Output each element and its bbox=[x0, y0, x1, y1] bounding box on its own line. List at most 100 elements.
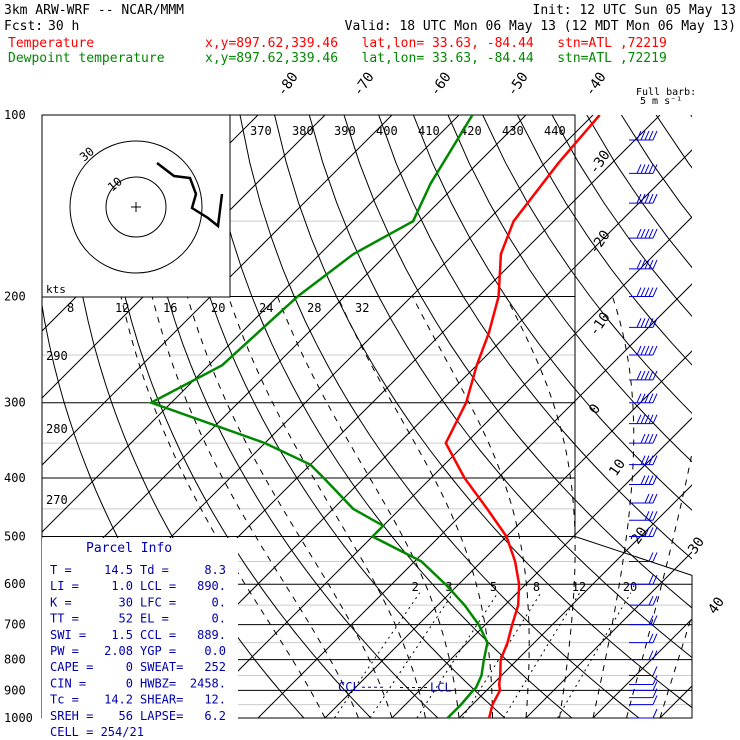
parcel-key: HWBZ= bbox=[140, 676, 176, 690]
wind-barb bbox=[629, 633, 658, 644]
parcel-value: 12. bbox=[204, 693, 226, 707]
isotherm-label: 40 bbox=[705, 594, 728, 617]
wind-barb-flag bbox=[644, 527, 650, 537]
wind-barb bbox=[629, 228, 658, 239]
wind-barb bbox=[629, 527, 658, 537]
wind-barb-flag bbox=[640, 287, 646, 297]
full-barb-units: 5 m s⁻¹ bbox=[640, 96, 682, 107]
dry-adiabat bbox=[100, 115, 372, 719]
wind-barb-flag bbox=[636, 287, 642, 297]
wind-barb-flag bbox=[652, 493, 658, 504]
wind-barb-flag bbox=[652, 475, 658, 485]
pressure-label: 200 bbox=[4, 290, 26, 304]
mixing-ratio-line bbox=[369, 592, 454, 719]
parcel-key: CCL = bbox=[140, 628, 176, 642]
wind-barb-flag bbox=[644, 259, 650, 270]
parcel-key: LFC = bbox=[140, 595, 176, 609]
wind-barb-flag bbox=[640, 433, 646, 444]
wind-barb bbox=[629, 433, 658, 444]
theta-label: 430 bbox=[502, 124, 524, 138]
wind-barb-flag bbox=[652, 345, 658, 356]
parcel-value: 1.5 bbox=[111, 628, 133, 642]
isotherm-label: -80 bbox=[274, 69, 302, 99]
parcel-value: 252 bbox=[204, 660, 226, 674]
wind-barb-flag bbox=[640, 393, 646, 403]
wind-barb bbox=[629, 318, 658, 328]
wind-barb-flag bbox=[648, 259, 654, 270]
moist-adiabat bbox=[151, 296, 359, 719]
wind-barb-flag bbox=[652, 575, 658, 585]
isotherm-line bbox=[42, 115, 393, 466]
isotherm-line bbox=[42, 115, 460, 533]
wind-barb-flag bbox=[644, 370, 650, 381]
parcel-key: CAPE = bbox=[50, 660, 93, 674]
wind-barb-flag bbox=[648, 164, 654, 174]
kts-label: kts bbox=[46, 283, 66, 296]
wind-barb-flag bbox=[644, 475, 650, 485]
wind-barb-flag bbox=[648, 287, 654, 297]
isotherm-line bbox=[659, 685, 692, 719]
pressure-label: 100 bbox=[4, 108, 26, 122]
wind-barb-flag bbox=[652, 511, 658, 521]
wind-barb-flag bbox=[636, 393, 642, 403]
pressure-label: 900 bbox=[4, 683, 26, 697]
full-barb-label: Full barb: bbox=[636, 87, 696, 98]
wind-barb-flag bbox=[648, 318, 654, 328]
hodograph-speed-label: 32 bbox=[355, 301, 369, 315]
wind-barb bbox=[629, 695, 658, 706]
wind-barb-flag bbox=[648, 633, 654, 643]
wind-barb-flag bbox=[648, 527, 654, 537]
moist-adiabat bbox=[626, 450, 692, 719]
wind-barb-flag bbox=[636, 370, 642, 381]
dry-adiabat bbox=[135, 115, 439, 719]
wind-barbs: Full barb:5 m s⁻¹ bbox=[629, 87, 696, 719]
wind-barb-flag bbox=[652, 633, 658, 643]
moist-adiabat bbox=[337, 296, 493, 718]
wind-barb-flag bbox=[652, 287, 658, 297]
wind-barb-flag bbox=[652, 164, 658, 174]
wind-barb-flag bbox=[652, 228, 658, 239]
ccl-marker: CCL bbox=[338, 680, 360, 694]
hodograph-speed-label: 20 bbox=[211, 301, 225, 315]
series-line-dewpoint-temperature bbox=[148, 115, 489, 719]
wind-barb-flag bbox=[652, 414, 658, 424]
parcel-value: 890. bbox=[197, 579, 226, 593]
dry-adiabat bbox=[378, 115, 692, 560]
model-title: 3km ARW-WRF -- NCAR/MMM bbox=[4, 3, 185, 18]
wind-barb-flag bbox=[640, 193, 646, 204]
parcel-value: 56 bbox=[119, 709, 133, 723]
wind-barb bbox=[629, 575, 658, 585]
wind-barb-flag bbox=[652, 259, 658, 270]
forecast-hour: 30 h bbox=[48, 19, 80, 34]
wind-barb bbox=[629, 552, 658, 562]
isotherm-label: -40 bbox=[582, 69, 610, 99]
hodograph-speed-label: 12 bbox=[115, 301, 129, 315]
parcel-value: 6.2 bbox=[204, 709, 226, 723]
wind-barb-flag bbox=[636, 345, 642, 356]
wind-barb-flag bbox=[652, 370, 658, 381]
parcel-value: 0 bbox=[126, 660, 133, 674]
isotherm-label: 30 bbox=[685, 534, 708, 557]
series-line-temperature bbox=[444, 115, 601, 719]
isotherm-label: -50 bbox=[504, 69, 532, 99]
parcel-value: 0.0 bbox=[204, 644, 226, 658]
wind-barb-flag bbox=[640, 164, 646, 174]
moist-adiabat bbox=[227, 296, 426, 719]
wind-barb-flag bbox=[648, 433, 654, 444]
parcel-key: K = bbox=[50, 595, 72, 609]
wind-barb-flag bbox=[648, 370, 654, 381]
wind-barb-flag bbox=[652, 527, 658, 537]
parcel-key: SHEAR= bbox=[140, 693, 183, 707]
wind-barb bbox=[629, 164, 658, 174]
wind-barb-flag bbox=[652, 681, 658, 691]
pressure-label: 300 bbox=[4, 396, 26, 410]
dry-adiabat bbox=[690, 115, 692, 118]
dry-adiabat bbox=[586, 115, 692, 269]
moist-adiabat bbox=[592, 296, 635, 719]
dry-adiabat bbox=[447, 115, 692, 463]
theta-label: 370 bbox=[250, 124, 272, 138]
parcel-value: 1.0 bbox=[111, 579, 133, 593]
wind-barb-flag bbox=[640, 370, 646, 381]
wind-barb-flag bbox=[652, 688, 658, 698]
wind-barb-flag bbox=[648, 595, 654, 606]
